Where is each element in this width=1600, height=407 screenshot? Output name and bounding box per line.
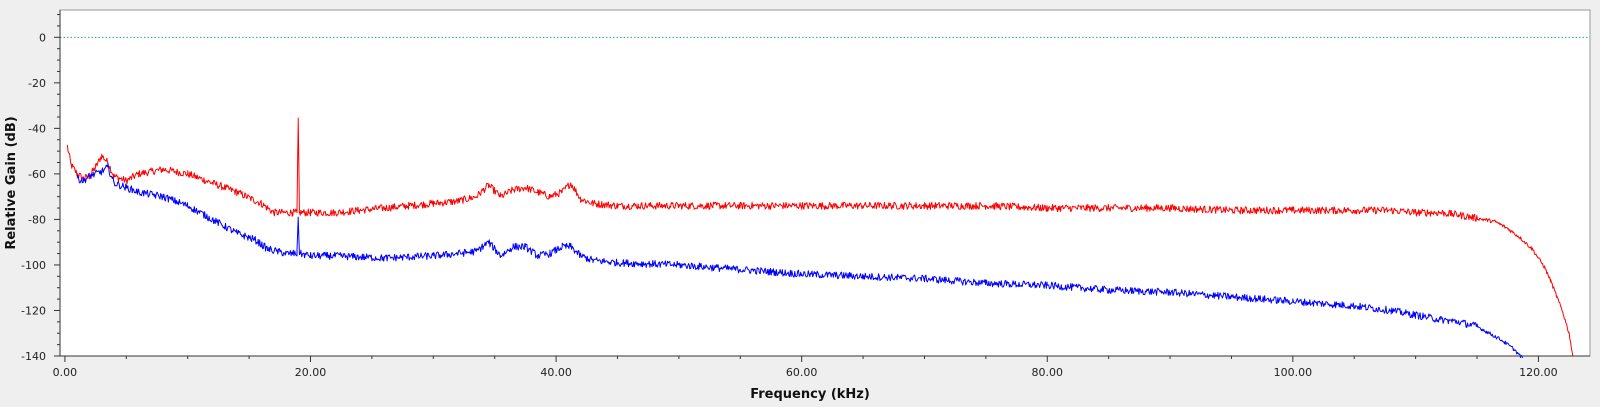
y-ticks: 0 -20 -40 -60 -80 -100 -120 -140 [21,14,60,363]
plot-area [59,9,1591,357]
x-axis-title: Frequency (kHz) [750,387,870,402]
y-tick-label: -80 [28,213,46,226]
series-line-1 [66,117,1574,357]
x-tick-label: 40.00 [540,366,572,379]
y-axis-title: Relative Gain (dB) [4,116,19,249]
y-tick-label: -140 [21,350,46,363]
axis-layer [59,10,1590,357]
y-tick-label: -100 [21,259,46,272]
series-layer [66,117,1574,359]
y-tick-label: -20 [28,77,46,90]
x-tick-label: 0.00 [53,366,78,379]
y-tick-label: -60 [28,168,46,181]
y-tick-label: -40 [28,122,46,135]
x-tick-label: 20.00 [295,366,327,379]
series-line-2 [76,163,1523,359]
y-tick-label: -120 [21,304,46,317]
x-tick-label: 60.00 [786,366,818,379]
x-tick-label: 120.00 [1519,366,1558,379]
x-ticks: 0.00 20.00 40.00 60.00 80.00 100.00 120.00 [53,356,1558,379]
y-tick-label: 0 [39,31,46,44]
x-tick-label: 80.00 [1032,366,1064,379]
x-tick-label: 100.00 [1274,366,1313,379]
